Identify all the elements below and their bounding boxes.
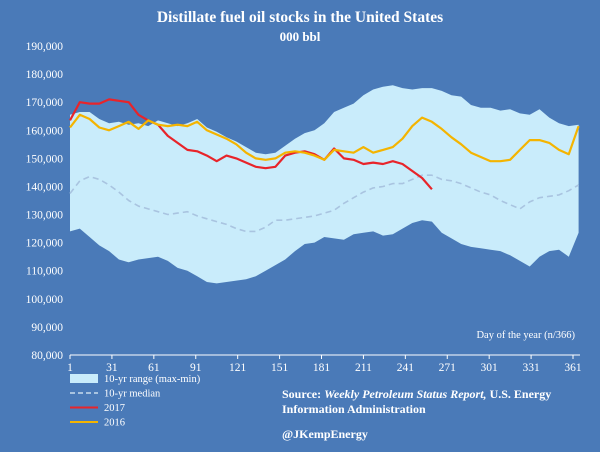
- x-tick-label: 91: [190, 362, 202, 374]
- legend-item-2017: 2017: [70, 403, 125, 414]
- y-tick-label: 120,000: [26, 238, 64, 250]
- x-tick-label: 241: [397, 362, 415, 374]
- y-tick-label: 90,000: [31, 322, 63, 334]
- y-tick-label: 160,000: [26, 125, 64, 137]
- x-tick-label: 181: [313, 362, 331, 374]
- legend-label: 10-yr range (max-min): [104, 374, 201, 385]
- legend-label: 2017: [104, 403, 125, 414]
- legend-label: 10-yr median: [104, 389, 161, 400]
- x-tick-label: 61: [148, 362, 160, 374]
- chart-subtitle: 000 bbl: [280, 29, 321, 44]
- x-tick-label: 31: [106, 362, 118, 374]
- x-tick-label: 211: [355, 362, 372, 374]
- x-tick-label: 1: [67, 362, 73, 374]
- legend-item-2016: 2016: [70, 418, 125, 429]
- x-tick-label: 361: [564, 362, 582, 374]
- source-prefix: Source:: [282, 387, 324, 401]
- range-band: [70, 85, 579, 284]
- series-line-2016: [69, 113, 580, 163]
- legend-label: 2016: [104, 418, 125, 429]
- y-tick-label: 100,000: [26, 294, 64, 306]
- x-tick-label: 121: [229, 362, 247, 374]
- source-note-line2: Information Administration: [282, 402, 426, 416]
- author-handle: @JKempEnergy: [282, 427, 368, 441]
- x-tick-labels: 1 31 61 91 121 151 181 211 241 271 301 331 361: [67, 362, 582, 374]
- x-tick-label: 331: [522, 362, 540, 374]
- y-tick-labels: 80,000 90,000 100,000 110,000 120,000 130,000…: [26, 41, 64, 362]
- legend-swatch: [70, 374, 98, 383]
- series-line-10-yr-median: [69, 174, 580, 233]
- source-rest: U.S. Energy: [487, 387, 552, 401]
- source-note: Source: Weekly Petroleum Status Report, …: [282, 387, 551, 401]
- y-tick-label: 110,000: [26, 266, 63, 278]
- series-layer: [69, 98, 580, 233]
- y-tick-label: 170,000: [26, 97, 64, 109]
- y-tick-label: 180,000: [26, 69, 64, 81]
- y-tick-label: 130,000: [26, 210, 64, 222]
- y-tick-label: 150,000: [26, 153, 64, 165]
- y-tick-label: 80,000: [31, 350, 63, 362]
- chart-title: Distillate fuel oil stocks in the United…: [157, 9, 443, 26]
- legend: 10-yr range (max-min) 10-yr median 2017 201…: [70, 374, 201, 429]
- legend-item-10-yr-median: 10-yr median: [70, 389, 161, 400]
- y-tick-label: 190,000: [26, 41, 64, 53]
- x-axis-label: Day of the year (n/366): [476, 330, 575, 341]
- series-line-2017: [69, 98, 433, 191]
- axes-layer: [69, 354, 580, 359]
- x-tick-label: 151: [271, 362, 289, 374]
- legend-item-10-yr-range-max-min: 10-yr range (max-min): [70, 374, 201, 385]
- source-publication: Weekly Petroleum Status Report,: [324, 387, 486, 401]
- range-layer: [70, 85, 579, 284]
- x-tick-label: 271: [439, 362, 457, 374]
- y-tick-label: 140,000: [26, 181, 64, 193]
- x-tick-label: 301: [481, 362, 499, 374]
